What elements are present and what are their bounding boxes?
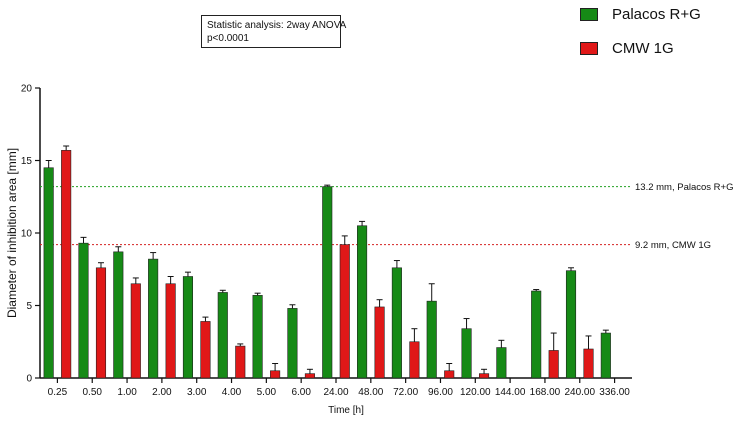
bar bbox=[409, 341, 420, 379]
x-tick-label: 5.00 bbox=[257, 387, 277, 398]
bar bbox=[461, 328, 472, 379]
bar bbox=[548, 350, 559, 379]
bar bbox=[339, 244, 350, 379]
bar bbox=[304, 373, 315, 379]
bar bbox=[61, 150, 72, 379]
reference-line-label: 13.2 mm, Palacos R+G bbox=[635, 182, 733, 193]
legend-label-cmw: CMW 1G bbox=[612, 39, 674, 57]
x-tick-label: 96.00 bbox=[428, 387, 453, 398]
bar bbox=[496, 347, 507, 379]
x-tick-label: 6.00 bbox=[291, 387, 311, 398]
legend: Palacos R+G CMW 1G bbox=[580, 4, 701, 72]
x-tick-label: 168.00 bbox=[530, 387, 561, 398]
legend-swatch-palacos bbox=[580, 7, 598, 21]
legend-item-palacos: Palacos R+G bbox=[580, 4, 701, 24]
bar bbox=[78, 242, 89, 379]
y-tick-label: 5 bbox=[26, 301, 32, 312]
bar bbox=[426, 300, 437, 379]
bar bbox=[357, 225, 368, 379]
bar bbox=[43, 167, 54, 379]
bar bbox=[583, 348, 594, 379]
x-tick-label: 48.00 bbox=[358, 387, 383, 398]
statistics-note: Statistic analysis: 2way ANOVA p<0.0001 bbox=[201, 15, 347, 48]
legend-label-palacos: Palacos R+G bbox=[612, 5, 701, 23]
x-tick-label: 24.00 bbox=[323, 387, 348, 398]
bar bbox=[235, 345, 246, 379]
bar bbox=[200, 321, 211, 379]
x-tick-label: 3.00 bbox=[187, 387, 207, 398]
x-tick-label: 72.00 bbox=[393, 387, 418, 398]
bar bbox=[444, 370, 455, 379]
bar bbox=[217, 292, 228, 379]
bar bbox=[252, 295, 263, 379]
bar bbox=[182, 276, 194, 379]
bar bbox=[287, 308, 298, 379]
y-tick-label: 0 bbox=[26, 374, 32, 385]
x-tick-label: 240.00 bbox=[564, 387, 595, 398]
bar bbox=[600, 332, 611, 379]
statistics-note-line1: Statistic analysis: 2way ANOVA bbox=[207, 20, 347, 31]
x-tick-label: 336.00 bbox=[599, 387, 630, 398]
bar bbox=[95, 267, 107, 379]
reference-line-label: 9.2 mm, CMW 1G bbox=[635, 240, 711, 251]
bar bbox=[531, 290, 542, 379]
bar bbox=[478, 373, 490, 379]
x-tick-label: 1.00 bbox=[117, 387, 137, 398]
x-tick-label: 2.00 bbox=[152, 387, 172, 398]
bar bbox=[270, 370, 281, 379]
bar bbox=[374, 306, 385, 379]
bar bbox=[565, 270, 577, 379]
y-tick-label: 10 bbox=[21, 229, 33, 240]
x-tick-label: 120.00 bbox=[460, 387, 491, 398]
x-tick-label: 144.00 bbox=[495, 387, 526, 398]
bar bbox=[165, 283, 176, 379]
x-tick-label: 0.25 bbox=[48, 387, 68, 398]
statistics-note-line2: p<0.0001 bbox=[207, 33, 249, 44]
bar bbox=[113, 251, 124, 379]
bar bbox=[322, 186, 333, 379]
x-tick-label: 0.50 bbox=[83, 387, 103, 398]
y-axis-label: Diameter of inhibition area [mm] bbox=[5, 148, 19, 318]
y-tick-label: 20 bbox=[21, 84, 33, 95]
x-tick-label: 4.00 bbox=[222, 387, 242, 398]
bar bbox=[148, 258, 159, 379]
bar bbox=[130, 283, 141, 379]
bar bbox=[391, 267, 402, 379]
x-axis-label: Time [h] bbox=[328, 405, 364, 416]
legend-item-cmw: CMW 1G bbox=[580, 38, 701, 58]
legend-swatch-cmw bbox=[580, 41, 598, 55]
y-tick-label: 15 bbox=[21, 156, 33, 167]
